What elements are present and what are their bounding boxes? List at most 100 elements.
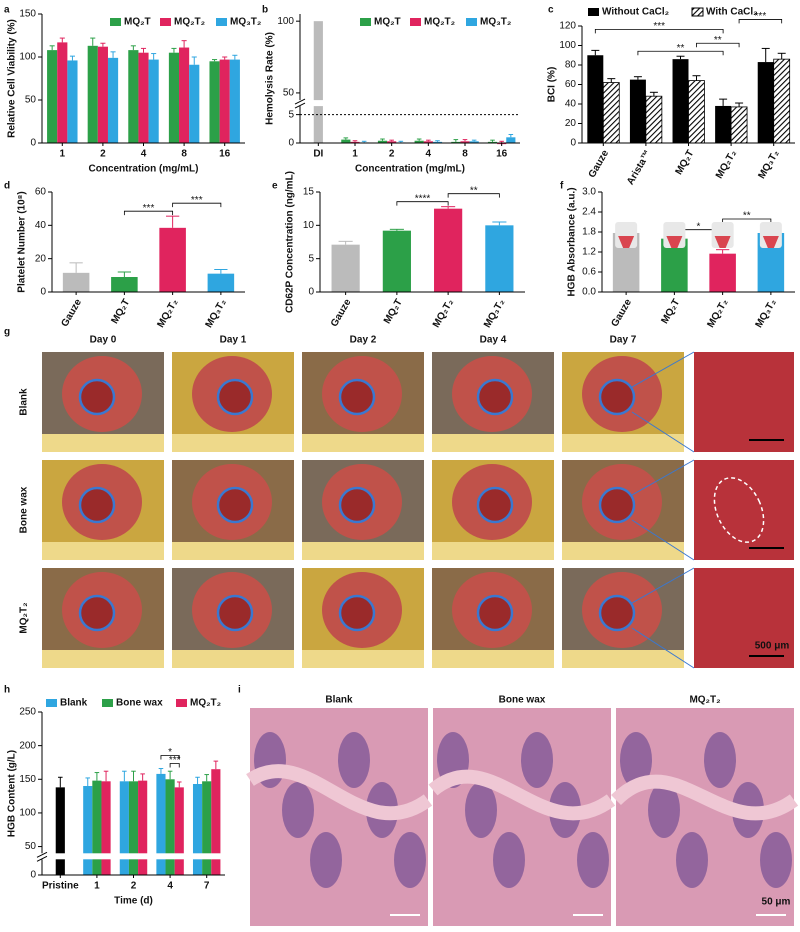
bar [460, 141, 470, 143]
x-tick-label: MQ₂T [109, 297, 132, 326]
bar [709, 253, 736, 292]
ruler [42, 542, 164, 560]
significance-bracket [172, 202, 222, 208]
y-tick-label: 100 [19, 808, 36, 819]
ruler [302, 542, 424, 560]
zoom-photo [694, 568, 794, 668]
bar [159, 227, 186, 292]
column-title: Day 7 [610, 335, 637, 346]
bar [148, 59, 159, 143]
x-tick-label: MQ₂T₂ [155, 297, 180, 329]
wound-marker [598, 378, 636, 416]
tissue [620, 732, 652, 788]
column-title: Day 1 [220, 335, 247, 346]
significance-bracket [637, 50, 724, 56]
y-tick-label: 3.0 [582, 187, 596, 198]
significance-label: * [168, 747, 172, 758]
bar [111, 277, 138, 292]
legend-swatch [110, 18, 121, 26]
x-axis-label: Concentration (mg/mL) [89, 164, 199, 175]
x-tick-label: MQ₃T₂ [754, 297, 779, 330]
zoom-connector [631, 567, 695, 604]
axis-break [36, 855, 48, 862]
y-tick-label: 0.6 [582, 267, 596, 278]
zoom-connector [631, 627, 695, 669]
legend-label: Bone wax [116, 698, 163, 709]
ruler [562, 650, 684, 668]
x-tick-label: Gauze [609, 297, 634, 329]
zoom-connector [631, 459, 695, 496]
legend-label: MQ₃T₂ [480, 17, 511, 28]
ruler [42, 650, 164, 668]
significance-label: ** [743, 211, 751, 222]
x-tick-label: 8 [462, 149, 468, 160]
legend-swatch [691, 7, 704, 17]
wound-marker [216, 486, 254, 524]
bar [313, 21, 323, 143]
y-tick-label: 100 [559, 40, 576, 51]
panel-label: b [262, 5, 268, 16]
tissue [577, 832, 609, 888]
legend-swatch [360, 18, 371, 26]
y-tick-label: 60 [565, 79, 577, 90]
bar [92, 780, 102, 875]
y-axis-label: Hemolysis Rate (%) [265, 32, 276, 125]
wound-marker [216, 594, 254, 632]
x-tick-label: 4 [426, 149, 432, 160]
x-tick-label: MQ₂T₂ [714, 148, 739, 180]
panel-label: h [4, 685, 10, 696]
zoom-connector [631, 351, 695, 388]
y-axis-label: CD62P Concentration (ng/mL) [285, 171, 296, 313]
x-tick-label: MQ₃T₂ [756, 148, 781, 181]
bar [423, 141, 433, 143]
legend-swatch [216, 18, 227, 26]
tissue [493, 832, 525, 888]
x-axis-label: Concentration (mg/mL) [355, 164, 465, 175]
bar [189, 64, 200, 143]
legend-label: MQ₃T₂ [230, 17, 261, 28]
bar [730, 106, 748, 144]
significance-bracket [696, 42, 740, 48]
bar [434, 208, 463, 292]
bar [219, 59, 230, 143]
bar [57, 42, 68, 143]
legend-label: MQ₂T₂ [190, 698, 221, 709]
wound-marker [476, 486, 514, 524]
axis-break [294, 102, 306, 109]
x-tick-label: 1 [352, 149, 358, 160]
y-tick-label: 20 [565, 118, 577, 129]
significance-bracket [722, 218, 772, 223]
tissue [310, 832, 342, 888]
image-title: MQ₂T₂ [689, 695, 720, 706]
tissue [394, 832, 426, 888]
bar [179, 47, 190, 143]
wound-marker [476, 594, 514, 632]
y-tick-label: 1.2 [582, 247, 596, 258]
tissue-band [246, 764, 433, 821]
tissue [648, 782, 680, 838]
wound-marker [338, 594, 376, 632]
y-tick-label: 5 [288, 109, 294, 120]
significance-label: *** [143, 203, 155, 214]
legend-label: Blank [60, 698, 88, 709]
y-tick-label: 40 [565, 99, 577, 110]
panel-label: i [238, 685, 241, 696]
bar [773, 58, 791, 144]
y-tick-label: 10 [303, 220, 315, 231]
x-tick-label: MQ₂T₂ [431, 297, 456, 329]
significance-label: ** [714, 35, 722, 46]
legend-swatch [588, 8, 599, 16]
bar [331, 244, 360, 292]
tube-content [762, 236, 779, 248]
x-tick-label: Gauze [587, 148, 612, 180]
row-label: MQ₂T₂ [19, 602, 30, 633]
ruler [302, 650, 424, 668]
wound-marker [78, 594, 116, 632]
axis-break [36, 853, 225, 860]
legend-swatch [160, 18, 171, 26]
wound-marker [78, 378, 116, 416]
ruler [562, 434, 684, 452]
y-tick-label: 1.8 [582, 227, 596, 238]
x-tick-label: Gauze [329, 297, 354, 329]
ruler [562, 542, 684, 560]
